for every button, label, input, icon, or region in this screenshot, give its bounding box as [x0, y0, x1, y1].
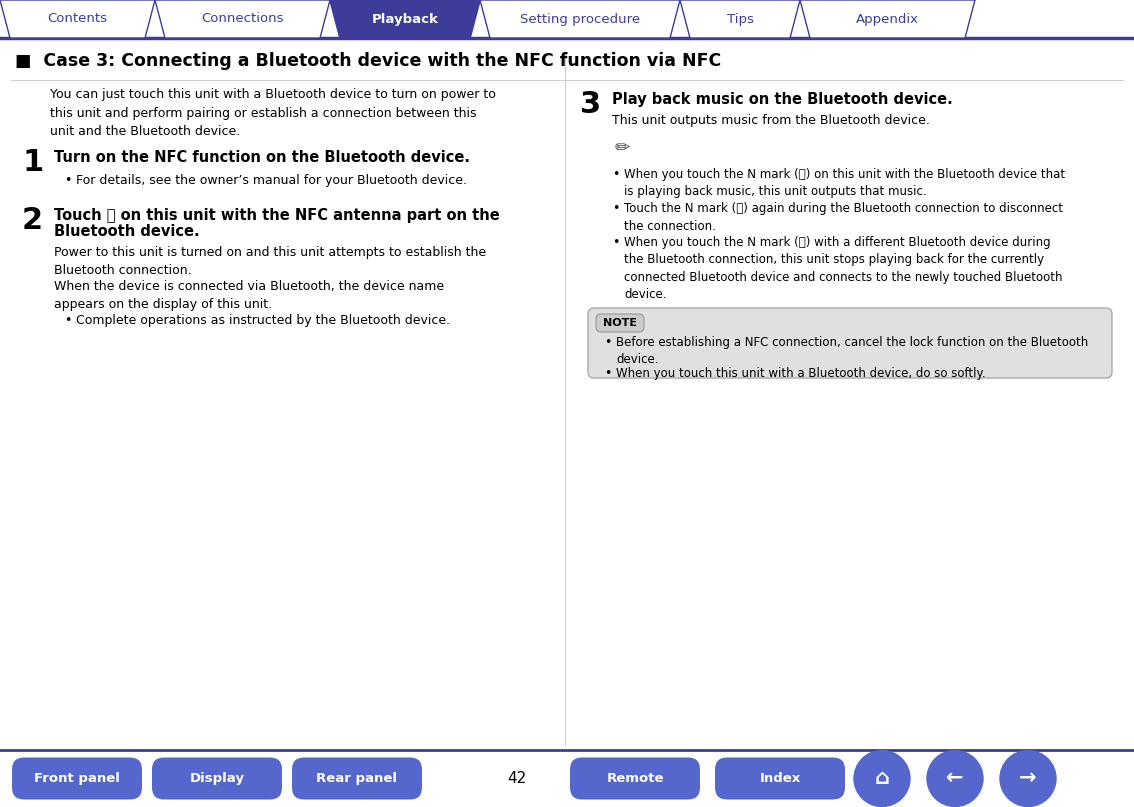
Text: For details, see the owner’s manual for your Bluetooth device.: For details, see the owner’s manual for …	[76, 174, 467, 187]
Text: •: •	[612, 168, 619, 181]
Text: Front panel: Front panel	[34, 772, 120, 785]
Text: Tips: Tips	[727, 12, 753, 26]
Text: When the device is connected via Bluetooth, the device name
appears on the displ: When the device is connected via Bluetoo…	[54, 280, 445, 311]
Text: Appendix: Appendix	[856, 12, 919, 26]
Text: Display: Display	[189, 772, 245, 785]
Text: Turn on the NFC function on the Bluetooth device.: Turn on the NFC function on the Bluetoot…	[54, 150, 469, 165]
Text: When you touch the N mark (Ⓝ) on this unit with the Bluetooth device that
is pla: When you touch the N mark (Ⓝ) on this un…	[624, 168, 1065, 199]
Polygon shape	[680, 0, 799, 38]
Text: •: •	[612, 202, 619, 215]
Text: Setting procedure: Setting procedure	[519, 12, 640, 26]
Text: Bluetooth device.: Bluetooth device.	[54, 224, 200, 239]
Text: ⌂: ⌂	[874, 768, 889, 788]
Text: Connections: Connections	[201, 12, 284, 26]
Text: ←: ←	[946, 768, 964, 788]
Text: 42: 42	[507, 771, 526, 786]
Circle shape	[854, 751, 909, 806]
Polygon shape	[480, 0, 680, 38]
Text: Contents: Contents	[48, 12, 108, 26]
Text: Play back music on the Bluetooth device.: Play back music on the Bluetooth device.	[612, 92, 953, 107]
Text: Playback: Playback	[372, 12, 439, 26]
Text: 3: 3	[579, 90, 601, 119]
Text: •: •	[604, 336, 611, 349]
Polygon shape	[330, 0, 480, 38]
Polygon shape	[799, 0, 975, 38]
Circle shape	[1000, 751, 1056, 806]
Text: Power to this unit is turned on and this unit attempts to establish the
Bluetoot: Power to this unit is turned on and this…	[54, 246, 486, 277]
Text: Before establishing a NFC connection, cancel the lock function on the Bluetooth
: Before establishing a NFC connection, ca…	[616, 336, 1089, 366]
Polygon shape	[0, 0, 155, 38]
Polygon shape	[155, 0, 330, 38]
Text: 2: 2	[22, 206, 43, 235]
FancyBboxPatch shape	[152, 758, 282, 800]
FancyBboxPatch shape	[570, 758, 700, 800]
Circle shape	[926, 751, 983, 806]
Text: Rear panel: Rear panel	[316, 772, 398, 785]
Text: •: •	[612, 236, 619, 249]
Text: •: •	[604, 367, 611, 380]
Text: Touch Ⓝ on this unit with the NFC antenna part on the: Touch Ⓝ on this unit with the NFC antenn…	[54, 208, 500, 223]
FancyBboxPatch shape	[596, 314, 644, 332]
Text: 1: 1	[22, 148, 43, 177]
FancyBboxPatch shape	[716, 758, 845, 800]
Text: Complete operations as instructed by the Bluetooth device.: Complete operations as instructed by the…	[76, 314, 450, 327]
Text: NOTE: NOTE	[603, 318, 637, 328]
Text: Index: Index	[760, 772, 801, 785]
Text: •: •	[64, 314, 71, 327]
Text: This unit outputs music from the Bluetooth device.: This unit outputs music from the Bluetoo…	[612, 114, 930, 127]
Text: →: →	[1019, 768, 1036, 788]
Text: •: •	[64, 174, 71, 187]
FancyBboxPatch shape	[12, 758, 142, 800]
Text: ✏: ✏	[615, 139, 629, 157]
Text: You can just touch this unit with a Bluetooth device to turn on power to
this un: You can just touch this unit with a Blue…	[50, 88, 496, 138]
FancyBboxPatch shape	[589, 308, 1112, 378]
Text: Touch the N mark (Ⓝ) again during the Bluetooth connection to disconnect
the con: Touch the N mark (Ⓝ) again during the Bl…	[624, 202, 1063, 232]
Text: Remote: Remote	[607, 772, 663, 785]
Text: When you touch this unit with a Bluetooth device, do so softly.: When you touch this unit with a Bluetoot…	[616, 367, 985, 380]
Text: When you touch the N mark (Ⓝ) with a different Bluetooth device during
the Bluet: When you touch the N mark (Ⓝ) with a dif…	[624, 236, 1063, 302]
FancyBboxPatch shape	[291, 758, 422, 800]
Text: ■  Case 3: Connecting a Bluetooth device with the NFC function via NFC: ■ Case 3: Connecting a Bluetooth device …	[15, 52, 721, 70]
